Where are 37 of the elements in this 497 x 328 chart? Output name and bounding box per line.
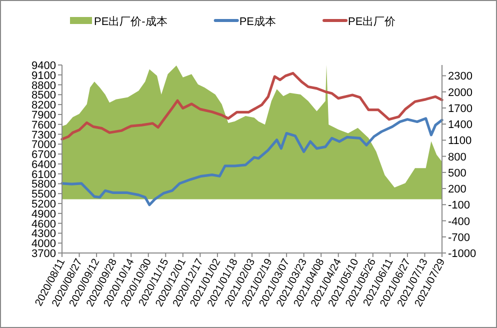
y-tick-label: 5500 [32, 188, 56, 201]
y2-tick-label: -1000 [448, 248, 476, 260]
y2-tick-label: -700 [448, 232, 470, 244]
y2-tick-label: 2000 [448, 86, 472, 99]
y2-tick-label: 1700 [448, 102, 472, 115]
line-series [60, 72, 444, 141]
y-tick-label: 8800 [32, 80, 56, 92]
y-tick-label: 3700 [32, 248, 56, 260]
y-tick-label: 9100 [32, 70, 56, 82]
y2-tick-label: -100 [448, 200, 470, 212]
y-tick-label: 4300 [32, 228, 56, 240]
y2-tick-label: 1400 [448, 119, 472, 132]
y2-tick-label: 500 [448, 167, 466, 180]
y-tick-label: 4600 [32, 218, 56, 230]
y2-tick-label: 200 [448, 184, 466, 196]
y-tick-label: 7000 [32, 139, 56, 152]
y2-tick-label: -400 [448, 216, 470, 228]
y-tick-label: 7900 [32, 109, 56, 122]
y-tick-label: 5200 [32, 198, 56, 211]
y-tick-label: 9400 [32, 60, 56, 72]
y-tick-label: 7600 [32, 119, 56, 132]
y-tick-label: 5800 [32, 178, 56, 191]
y-tick-label: 6100 [32, 168, 56, 181]
y-tick-label: 4000 [32, 238, 56, 250]
y-tick-label: 4900 [32, 208, 56, 220]
y2-tick-label: 2300 [448, 70, 472, 83]
legend-label: PE出厂价 [348, 15, 396, 28]
y-tick-label: 6400 [32, 158, 56, 171]
legend-label: PE出厂价-成本 [94, 15, 168, 28]
y2-tick-label: 1100 [448, 135, 472, 148]
legend-label: PE成本 [239, 15, 276, 28]
y2-tick-label: 800 [448, 151, 466, 164]
line-series [60, 117, 444, 206]
y-tick-label: 6700 [32, 149, 56, 162]
y-tick-label: 8500 [32, 90, 56, 102]
y-tick-label: 7300 [32, 129, 56, 142]
y-tick-label: 8200 [32, 100, 56, 112]
